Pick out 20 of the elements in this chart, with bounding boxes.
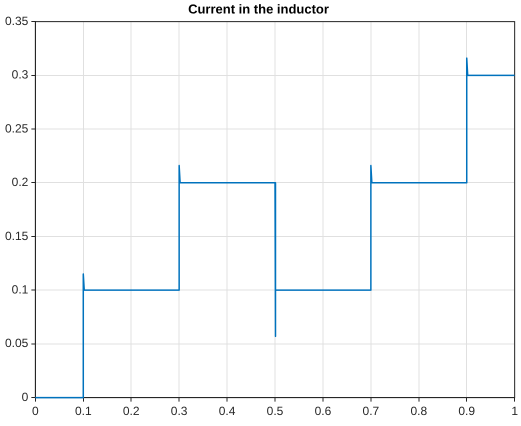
x-tick-label: 0.9 [458, 404, 476, 418]
y-tick-label: 0.3 [12, 68, 29, 82]
y-tick-label: 0.2 [12, 175, 29, 190]
chart-title: Current in the inductor [188, 1, 329, 16]
x-tick-label: 0.7 [362, 404, 380, 418]
x-tick-label: 0.1 [74, 404, 92, 418]
x-tick-label: 0.5 [266, 404, 284, 418]
x-tick-label: 0.2 [122, 404, 140, 418]
y-tick-label: 0.1 [12, 282, 29, 296]
x-tick-label: 1 [511, 404, 518, 418]
x-tick-label: 0.4 [218, 404, 236, 418]
y-tick-label: 0.15 [4, 228, 29, 243]
y-tick-label: 0.25 [4, 121, 29, 136]
y-tick-label: 0.35 [4, 14, 29, 28]
x-tick-label: 0.6 [314, 404, 332, 418]
x-tick-label: 0.8 [410, 404, 428, 418]
y-tick-label: 0 [22, 390, 29, 404]
x-tick-label: 0.3 [170, 404, 188, 418]
y-tick-label: 0.05 [4, 336, 29, 350]
x-tick-label: 0 [32, 404, 40, 418]
